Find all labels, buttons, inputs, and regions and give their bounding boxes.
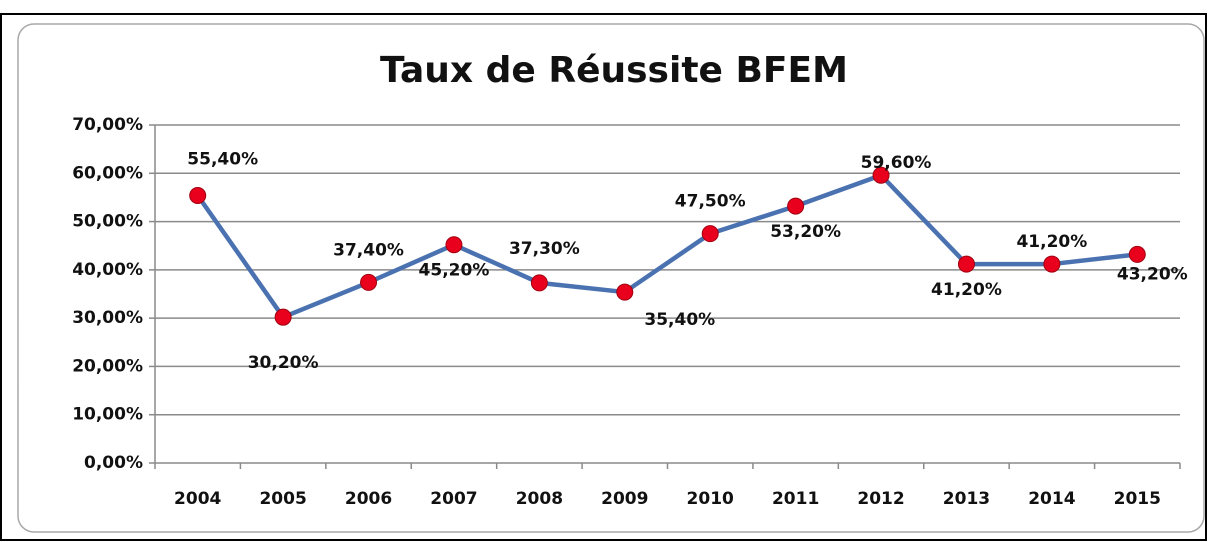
y-tick-label: 40,00% — [72, 260, 143, 280]
value-label: 53,20% — [770, 222, 841, 242]
marker — [189, 186, 207, 204]
chart-area — [17, 23, 1205, 533]
x-tick-label: 2011 — [772, 489, 819, 509]
x-tick-label: 2005 — [259, 489, 306, 509]
y-tick-label: 20,00% — [72, 356, 143, 376]
marker — [445, 236, 463, 254]
marker — [1128, 245, 1146, 263]
marker — [360, 273, 378, 291]
value-label: 30,20% — [248, 353, 319, 373]
marker — [530, 274, 548, 292]
chart-title: Taux de Réussite BFEM — [380, 50, 848, 91]
value-label: 45,20% — [419, 261, 490, 281]
value-label: 41,20% — [931, 280, 1002, 300]
line — [195, 172, 1138, 320]
x-tick-label: 2004 — [174, 489, 221, 509]
marker — [957, 255, 975, 273]
y-tick-label: 10,00% — [72, 405, 143, 425]
x-tick-label: 2009 — [601, 489, 648, 509]
marker — [616, 283, 634, 301]
x-tick-label: 2007 — [430, 489, 477, 509]
value-label: 59,60% — [861, 153, 932, 173]
y-tick-label: 70,00% — [72, 115, 143, 135]
value-label: 55,40% — [187, 149, 258, 169]
x-tick-label: 2015 — [1114, 489, 1161, 509]
y-tick-label: 60,00% — [72, 163, 143, 183]
value-label: 37,30% — [509, 239, 580, 259]
value-label: 43,20% — [1117, 264, 1188, 284]
value-label: 41,20% — [1016, 232, 1087, 252]
y-tick-label: 30,00% — [72, 308, 143, 328]
x-tick-label: 2006 — [345, 489, 392, 509]
x-tick-label: 2010 — [687, 489, 734, 509]
y-tick-label: 0,00% — [84, 453, 143, 473]
marker — [701, 225, 719, 243]
value-label: 47,50% — [675, 192, 746, 212]
x-tick-label: 2013 — [943, 489, 990, 509]
marker — [787, 197, 805, 215]
marker — [274, 308, 292, 326]
value-label: 37,40% — [333, 240, 404, 260]
marker — [1043, 255, 1061, 273]
x-tick-label: 2008 — [516, 489, 563, 509]
marker — [872, 166, 890, 184]
value-label: 35,40% — [644, 310, 715, 330]
y-tick-label: 50,00% — [72, 212, 143, 232]
x-tick-label: 2014 — [1028, 489, 1075, 509]
x-tick-label: 2012 — [857, 489, 904, 509]
